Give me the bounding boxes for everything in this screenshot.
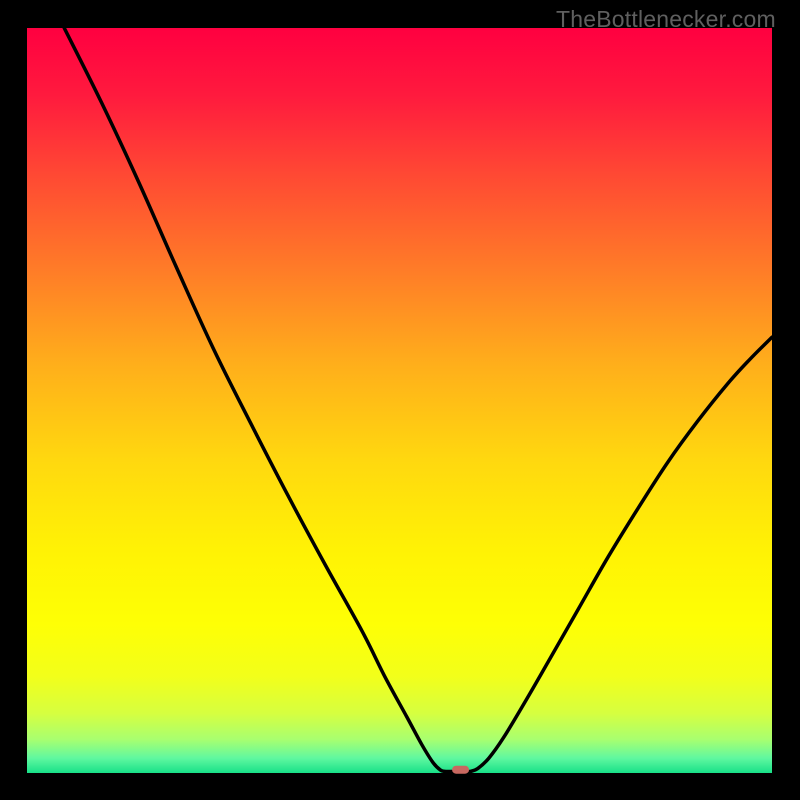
bottleneck-curve [64, 28, 772, 772]
plot-area [27, 28, 772, 773]
curve-layer [27, 28, 772, 773]
optimal-point-marker [452, 765, 470, 774]
stage: TheBottlenecker.com [0, 0, 800, 800]
watermark-text: TheBottlenecker.com [556, 6, 776, 33]
